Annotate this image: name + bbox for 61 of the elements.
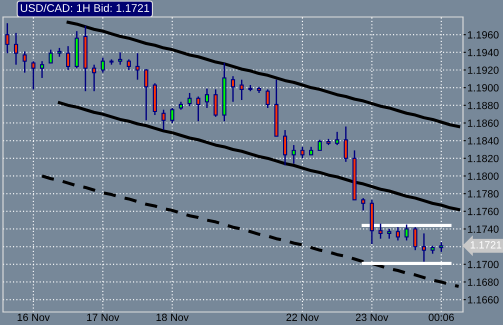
candlestick bbox=[344, 126, 348, 163]
candlestick bbox=[318, 139, 322, 152]
y-tick-label: 1.1680 bbox=[468, 278, 499, 286]
y-tick-label: 1.1960 bbox=[468, 31, 499, 39]
chart-title: USD/CAD: 1H Bid: 1.1721 bbox=[20, 4, 150, 12]
candlestick bbox=[118, 52, 122, 66]
candlestick bbox=[361, 197, 366, 212]
candlestick bbox=[300, 146, 305, 160]
candlestick bbox=[335, 131, 340, 146]
x-tick-label: 18 Nov bbox=[156, 314, 189, 322]
candlestick bbox=[188, 92, 192, 107]
y-tick-label: 1.1860 bbox=[468, 119, 499, 127]
candlestick bbox=[66, 45, 70, 71]
y-tick-label: 1.1740 bbox=[468, 225, 499, 233]
candlestick bbox=[214, 88, 218, 118]
x-tick-label: 22 Nov bbox=[286, 314, 319, 322]
line-series bbox=[40, 174, 460, 288]
candlestick bbox=[40, 60, 44, 79]
candlestick bbox=[144, 68, 148, 122]
y-tick-label: 1.1920 bbox=[468, 66, 499, 74]
candlestick bbox=[439, 242, 444, 253]
candlestick bbox=[48, 48, 53, 64]
line-series bbox=[66, 20, 460, 128]
candlestick bbox=[170, 107, 174, 124]
candlestick bbox=[283, 129, 288, 166]
x-tick-label: 16 Nov bbox=[18, 314, 50, 322]
candlestick bbox=[266, 88, 270, 109]
y-tick-label: 1.1700 bbox=[468, 260, 499, 268]
y-tick-label: 1.1820 bbox=[468, 154, 499, 162]
y-tick-label: 1.1900 bbox=[468, 84, 499, 92]
candlestick bbox=[387, 228, 392, 240]
candlestick bbox=[204, 88, 210, 109]
y-tick-label: 1.1800 bbox=[468, 172, 499, 180]
y-tick-label: 1.1880 bbox=[468, 102, 499, 110]
candlestick bbox=[196, 96, 200, 122]
candlestick bbox=[413, 226, 418, 251]
y-tick-label: 1.1940 bbox=[468, 48, 499, 56]
candlestick bbox=[31, 60, 36, 90]
candlestick bbox=[5, 22, 10, 54]
candlestick bbox=[292, 144, 296, 164]
candlestick bbox=[378, 222, 383, 240]
line-series bbox=[58, 101, 460, 212]
candlestick bbox=[161, 109, 166, 131]
candlestick bbox=[230, 75, 236, 102]
y-tick-label: 1.1760 bbox=[468, 208, 499, 216]
x-tick-label: 00:06 bbox=[428, 314, 454, 322]
y-tick-label: 1.1780 bbox=[468, 190, 499, 198]
candlestick bbox=[396, 226, 400, 242]
candlestick bbox=[126, 58, 131, 71]
candlestick bbox=[92, 64, 96, 92]
candlestick bbox=[422, 232, 426, 262]
candlestick bbox=[22, 50, 27, 74]
candlestick bbox=[240, 79, 244, 101]
candlestick bbox=[100, 56, 105, 74]
candlestick bbox=[14, 32, 18, 66]
candlestick bbox=[135, 52, 140, 80]
y-tick-label: 1.1840 bbox=[468, 137, 499, 145]
candlestick bbox=[404, 224, 409, 242]
x-tick-label: 17 Nov bbox=[87, 314, 120, 322]
y-tick-label: 1.1660 bbox=[468, 296, 499, 304]
x-tick-label: 23 Nov bbox=[356, 314, 388, 322]
